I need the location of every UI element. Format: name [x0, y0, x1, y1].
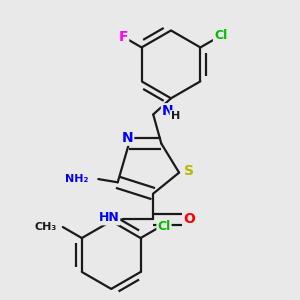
Text: F: F [119, 30, 128, 44]
Text: O: O [184, 212, 195, 226]
Text: CH₃: CH₃ [35, 222, 57, 232]
Text: NH₂: NH₂ [65, 174, 88, 184]
Text: S: S [184, 164, 194, 178]
Text: HN: HN [99, 211, 119, 224]
Text: Cl: Cl [214, 29, 227, 42]
Text: N: N [122, 131, 133, 145]
Text: N: N [162, 104, 174, 118]
Text: Cl: Cl [158, 220, 171, 233]
Text: H: H [171, 111, 180, 121]
